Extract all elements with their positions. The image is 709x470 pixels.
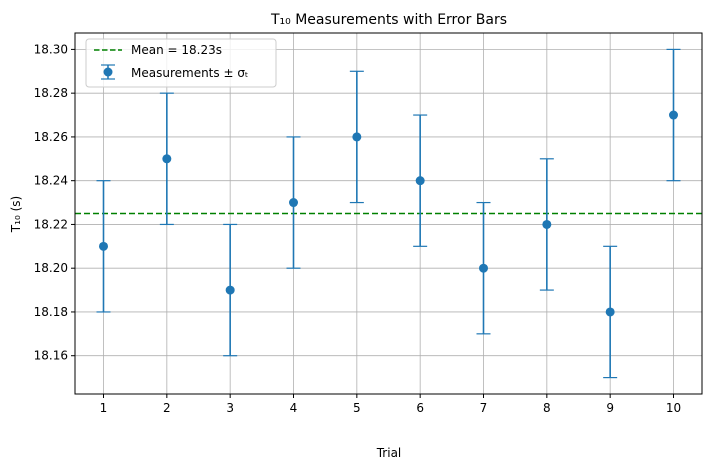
plot-area-frame: [74, 32, 703, 395]
y-tick-label: 18.18: [34, 305, 68, 319]
y-tick-label: 18.28: [34, 86, 68, 100]
data-layer: [96, 48, 681, 379]
legend: Mean = 18.23s Measurements ± σₜ: [85, 38, 277, 88]
y-axis-label: T₁₀ (s): [9, 196, 23, 233]
data-point: [415, 176, 425, 186]
legend-marker: [103, 67, 113, 77]
data-point: [669, 110, 678, 120]
x-tick-label: 6: [416, 401, 424, 415]
y-tick-label: 18.20: [34, 261, 68, 275]
y-tick-label: 18.16: [34, 349, 68, 363]
y-tick-label: 18.26: [34, 130, 68, 144]
x-tick-label: 2: [163, 401, 171, 415]
x-axis-ticks: 1 2 3 4 5 6 7 8 9 10: [100, 394, 681, 415]
y-tick-label: 18.30: [34, 42, 68, 56]
x-tick-label: 9: [606, 401, 614, 415]
x-tick-label: 1: [100, 401, 108, 415]
data-point: [352, 132, 362, 142]
legend-series-label: Measurements ± σₜ: [131, 66, 248, 80]
data-point: [162, 154, 172, 164]
data-point: [605, 307, 615, 317]
x-tick-label: 4: [290, 401, 298, 415]
x-axis-label: Trial: [376, 446, 402, 460]
x-tick-label: 5: [353, 401, 361, 415]
x-tick-label: 8: [543, 401, 551, 415]
legend-mean-label: Mean = 18.23s: [131, 43, 222, 57]
chart-title: T₁₀ Measurements with Error Bars: [270, 12, 507, 28]
data-point: [99, 241, 108, 251]
x-tick-label: 10: [666, 401, 681, 415]
data-point: [542, 219, 552, 229]
y-tick-label: 18.24: [34, 174, 68, 188]
x-tick-label: 3: [226, 401, 234, 415]
x-tick-label: 7: [480, 401, 488, 415]
data-point: [289, 198, 298, 208]
data-point: [225, 285, 235, 295]
legend-box: [85, 38, 277, 88]
y-tick-label: 18.22: [34, 217, 68, 231]
y-axis-ticks: 18.16 18.18 18.20 18.22 18.24 18.26 18.28 18.30: [34, 42, 75, 363]
data-point: [479, 263, 488, 273]
